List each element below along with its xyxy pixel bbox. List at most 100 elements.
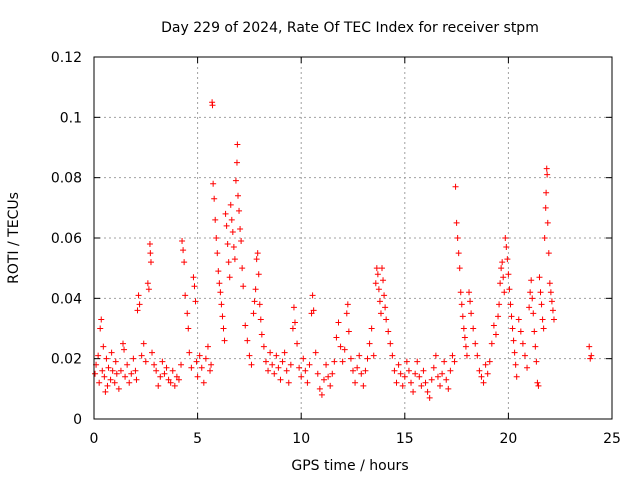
data-point [211,195,218,202]
y-tick-label: 0.1 [60,110,82,126]
data-point [157,373,164,380]
data-point [502,235,509,241]
data-point [260,343,267,350]
data-point [405,367,412,374]
data-point [360,382,367,389]
data-point [524,364,531,371]
data-point [273,352,280,359]
data-point [221,337,228,344]
data-point [587,355,594,362]
data-point [134,307,141,314]
data-point [213,235,220,241]
data-point [145,286,152,293]
data-point [173,373,180,380]
data-point [290,304,297,311]
data-point [300,355,307,362]
data-point [218,301,225,308]
data-point [389,352,396,359]
data-point [304,379,311,386]
data-point [296,364,303,371]
data-point [517,328,524,335]
y-tick-label: 0.06 [51,231,82,247]
data-point [271,370,278,377]
data-point [298,373,305,380]
data-point [246,352,253,359]
data-point [356,352,363,359]
data-point [153,367,160,374]
data-point [312,349,319,356]
data-point [476,367,483,374]
data-point [113,370,120,377]
data-point [214,250,221,257]
data-point [132,367,139,374]
data-point [495,313,502,320]
data-point [318,391,325,398]
data-point [121,346,128,353]
data-point [223,222,230,229]
data-point [236,207,243,214]
data-point [458,301,465,308]
data-point [115,385,122,392]
data-point [492,331,499,338]
data-point [532,343,539,350]
data-point [350,367,356,374]
data-point [107,376,114,383]
data-point [410,388,417,395]
data-point [362,367,369,374]
data-point [257,316,264,323]
data-point [202,355,209,362]
data-point [240,283,247,290]
data-point [306,361,313,368]
data-point [255,271,262,278]
data-point [229,228,236,235]
data-point [373,265,380,272]
data-point [428,376,435,383]
data-point [169,367,176,374]
data-point [397,370,404,377]
data-point [543,165,550,172]
data-point [341,346,348,353]
data-point [507,301,514,308]
data-point [291,319,298,326]
data-point [546,280,553,287]
data-point [466,289,473,296]
data-point [269,361,276,368]
y-tick-label: 0.08 [51,171,82,187]
data-point [505,271,512,278]
data-point [285,379,292,386]
data-point [391,367,398,374]
data-point [531,328,538,335]
data-point [422,379,429,386]
data-point [393,379,400,386]
data-point [323,361,330,368]
data-point [496,301,503,308]
data-point [283,367,290,374]
data-point [136,301,143,308]
x-tick-label: 25 [603,431,621,447]
data-point [188,364,195,371]
data-point [541,235,548,241]
data-point [454,235,461,241]
x-tick-label: 20 [499,431,517,447]
data-point [310,307,317,314]
data-point [253,256,260,263]
data-point [256,301,263,308]
grid-lines [94,57,612,419]
data-point [277,376,284,383]
data-point [519,340,526,347]
data-point [354,364,361,371]
data-point [432,352,439,359]
data-point [138,352,145,359]
data-point [102,388,109,395]
data-point [510,337,517,344]
data-point [175,376,182,383]
data-point [449,352,456,359]
data-point [135,292,142,299]
data-point [337,343,344,350]
data-point [232,177,239,184]
data-point [219,313,226,320]
data-point [461,334,468,341]
data-point [459,313,466,320]
data-point [414,358,421,365]
data-point [122,373,129,380]
